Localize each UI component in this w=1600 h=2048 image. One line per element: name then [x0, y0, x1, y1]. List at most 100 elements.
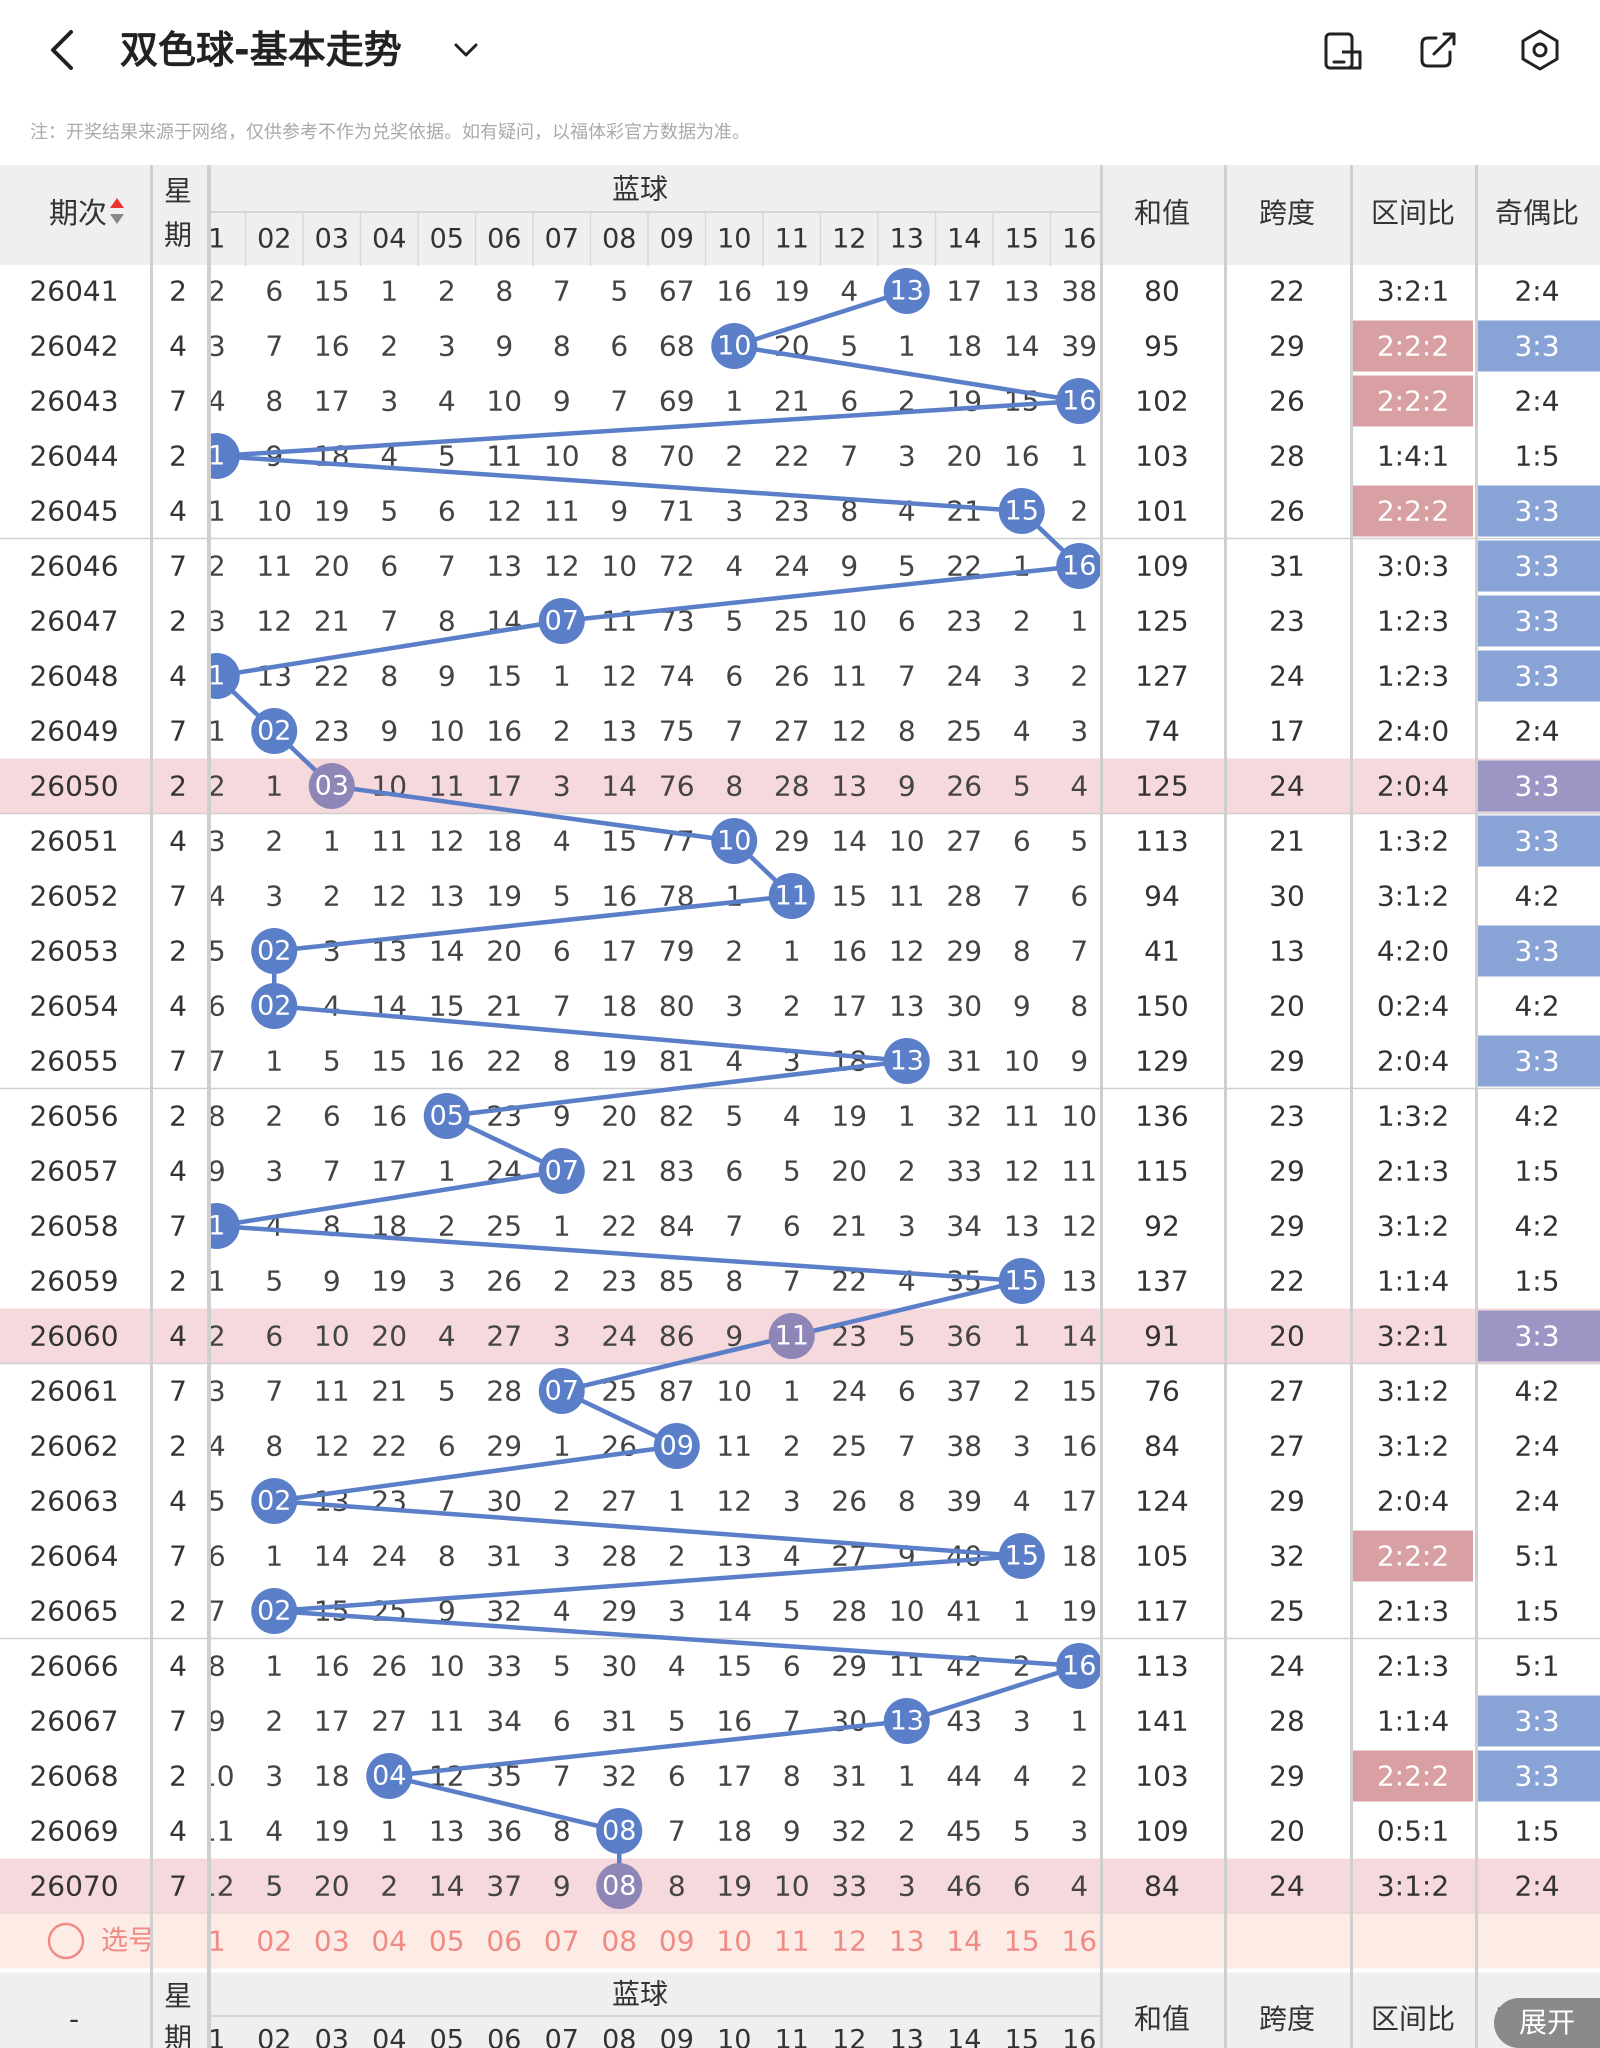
omission-cell: 23 — [486, 1100, 522, 1133]
select-number-14[interactable]: 14 — [946, 1925, 982, 1958]
omission-cell: 26 — [774, 660, 810, 693]
sum-cell: 141 — [1135, 1705, 1188, 1738]
omission-cell: 30 — [946, 990, 982, 1023]
title-dropdown-button[interactable] — [446, 30, 486, 70]
select-number-2[interactable]: 02 — [256, 1925, 292, 1958]
omission-cell: 9 — [553, 1870, 571, 1903]
select-number-16[interactable]: 16 — [1061, 1925, 1097, 1958]
omission-cell: 14 — [314, 1540, 350, 1573]
omission-cell: 44 — [946, 1760, 982, 1793]
trend-line-segment — [733, 288, 908, 349]
omission-cell: 8 — [1070, 990, 1088, 1023]
period-cell: 26059 — [29, 1265, 118, 1298]
zone-ratio-cell: 1:3:2 — [1377, 825, 1449, 858]
omission-cell: 2 — [265, 825, 283, 858]
span-cell: 25 — [1269, 1595, 1305, 1628]
zone-ratio-cell: 3:1:2 — [1377, 880, 1449, 913]
omission-cell: 4 — [898, 495, 916, 528]
odd-even-cell: 3:3 — [1514, 605, 1559, 638]
omission-cell: 17 — [371, 1155, 407, 1188]
weekday-cell: 2 — [169, 1595, 187, 1628]
omission-cell: 33 — [831, 1870, 867, 1903]
omission-cell: 32 — [486, 1595, 522, 1628]
omission-cell: 8 — [668, 1870, 686, 1903]
omission-cell: 10 — [716, 1375, 752, 1408]
omission-cell: 13 — [429, 880, 465, 913]
omission-cell: 11 — [889, 880, 925, 913]
page-title: 双色球-基本走势 — [120, 28, 402, 72]
omission-cell: 17 — [831, 990, 867, 1023]
zone-ratio-cell: 2:1:3 — [1377, 1595, 1449, 1628]
header-number-8: 08 — [602, 224, 636, 255]
omission-cell: 14 — [716, 1595, 752, 1628]
omission-cell: 6 — [553, 935, 571, 968]
omission-cell: 10 — [429, 715, 465, 748]
drawn-blue-ball — [998, 1258, 1045, 1304]
weekday-cell: 2 — [169, 1430, 187, 1463]
omission-cell: 13 — [889, 990, 925, 1023]
omission-cell: 2 — [668, 1540, 686, 1573]
select-number-1[interactable]: 1 — [208, 1925, 226, 1958]
zone-ratio-cell: 4:2:0 — [1377, 935, 1449, 968]
weekday-cell: 2 — [169, 1100, 187, 1133]
omission-cell: 5 — [898, 550, 916, 583]
omission-cell: 1 — [265, 1045, 283, 1078]
select-number-8[interactable]: 08 — [601, 1925, 637, 1958]
blue-ball-cells: 9 2 17 27 11 34 6 31 5 16 7 30 43 3 1 — [210, 1705, 1088, 1738]
omission-cell: 69 — [659, 385, 695, 418]
omission-cell: 8 — [725, 1265, 743, 1298]
omission-cell: 3 — [553, 1320, 571, 1353]
omission-cell: 19 — [774, 275, 810, 308]
drawn-ball-number: 10 — [717, 826, 751, 857]
omission-cell: 19 — [601, 1045, 637, 1078]
sum-cell: 136 — [1135, 1100, 1188, 1133]
omission-cell: 6 — [840, 385, 858, 418]
select-number-5[interactable]: 05 — [429, 1925, 465, 1958]
omission-cell: 15 — [831, 880, 867, 913]
blue-ball-cells: 4 8 17 3 4 10 9 7 69 1 21 6 2 19 15 — [210, 385, 1040, 418]
omission-cell: 17 — [1061, 1485, 1097, 1518]
select-number-6[interactable]: 06 — [486, 1925, 522, 1958]
footer-number-2: 02 — [257, 2025, 291, 2048]
weekday-cell: 2 — [169, 1265, 187, 1298]
omission-cell: 1 — [323, 825, 341, 858]
omission-cell: 68 — [659, 330, 695, 363]
omission-cell: 1 — [725, 385, 743, 418]
period-cell: 26047 — [29, 605, 118, 638]
omission-cell: 5 — [783, 1155, 801, 1188]
select-number-4[interactable]: 04 — [371, 1925, 407, 1958]
blue-ball-cells: 9 18 4 5 11 10 8 70 2 22 7 3 20 16 1 — [265, 440, 1088, 473]
omission-cell: 2 — [898, 1815, 916, 1848]
select-number-10[interactable]: 10 — [716, 1925, 752, 1958]
period-cell: 26055 — [29, 1045, 118, 1078]
header-span: 跨度 — [1259, 197, 1315, 230]
expand-button[interactable]: 展开 — [1494, 1998, 1600, 2048]
select-number-11[interactable]: 11 — [774, 1925, 810, 1958]
select-number-12[interactable]: 12 — [831, 1925, 867, 1958]
omission-cell: 21 — [486, 990, 522, 1023]
header-number-7: 07 — [545, 224, 579, 255]
layout-toggle-button[interactable] — [1320, 26, 1368, 74]
share-button[interactable] — [1414, 26, 1462, 74]
omission-cell: 2 — [783, 1430, 801, 1463]
select-number-7[interactable]: 07 — [544, 1925, 580, 1958]
footer-sum: 和值 — [1134, 2003, 1190, 2036]
column-separator — [1475, 165, 1478, 2048]
select-number-13[interactable]: 13 — [889, 1925, 925, 1958]
omission-cell: 39 — [1061, 330, 1097, 363]
select-number-9[interactable]: 09 — [659, 1925, 695, 1958]
select-number-15[interactable]: 15 — [1004, 1925, 1040, 1958]
sum-cell: 103 — [1135, 440, 1188, 473]
settings-button[interactable] — [1516, 26, 1564, 74]
odd-even-cell: 4:2 — [1514, 990, 1559, 1023]
span-cell: 29 — [1269, 1045, 1305, 1078]
weekday-cell: 4 — [169, 1155, 187, 1188]
header-number-16: 16 — [1062, 224, 1096, 255]
omission-cell: 2 — [553, 1265, 571, 1298]
back-button[interactable] — [38, 22, 86, 78]
period-cell: 26045 — [29, 495, 118, 528]
omission-cell: 7 — [208, 1595, 226, 1628]
select-number-3[interactable]: 03 — [314, 1925, 350, 1958]
drawn-ball-number: 15 — [1005, 1541, 1039, 1572]
zone-ratio-cell: 2:2:2 — [1377, 385, 1449, 418]
